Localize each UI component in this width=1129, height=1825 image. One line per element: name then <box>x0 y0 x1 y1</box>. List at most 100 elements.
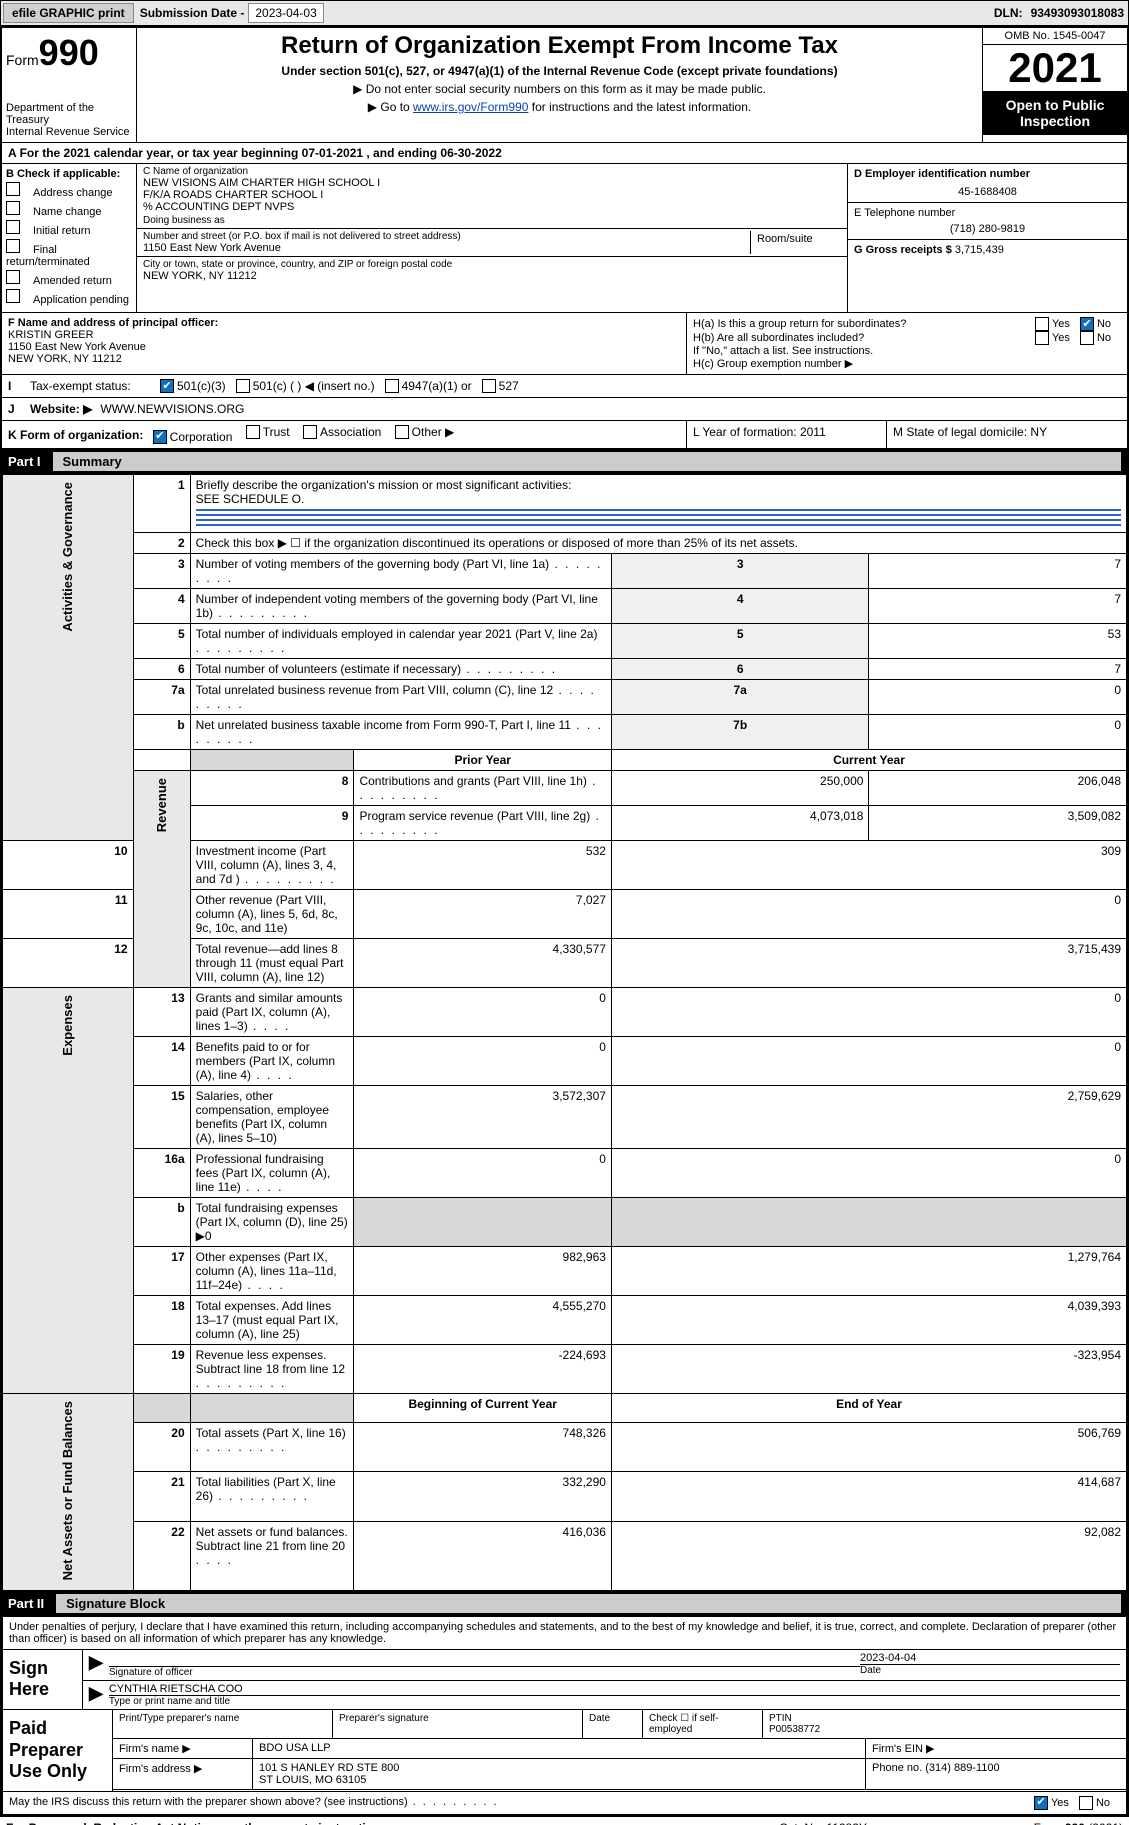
side-netassets: Net Assets or Fund Balances <box>60 1397 75 1584</box>
desc: Total assets (Part X, line 16) <box>190 1423 354 1472</box>
gross-receipts: 3,715,439 <box>955 244 1004 256</box>
box: 7b <box>611 714 869 749</box>
ein-value: 45-1688408 <box>854 186 1121 198</box>
check-initial-return[interactable] <box>6 220 20 234</box>
ha-yes[interactable] <box>1035 317 1049 331</box>
irs-link[interactable]: www.irs.gov/Form990 <box>413 100 528 114</box>
sig-officer-lbl: Signature of officer <box>109 1666 860 1678</box>
hc-label: H(c) Group exemption number ▶ <box>693 357 1121 370</box>
dln-value: 93493093018083 <box>1027 6 1128 20</box>
page-footer: For Paperwork Reduction Act Notice, see … <box>0 1817 1129 1825</box>
discuss-no[interactable] <box>1079 1796 1093 1810</box>
officer-addr1: 1150 East New York Avenue <box>8 341 680 353</box>
side-expenses: Expenses <box>60 991 75 1060</box>
footer-left: For Paperwork Reduction Act Notice, see … <box>6 1821 723 1825</box>
firm-addr1: 101 S HANLEY RD STE 800 <box>259 1762 859 1774</box>
curr: 1,279,764 <box>611 1246 1126 1295</box>
header-left: Form990 Department of the Treasury Inter… <box>2 28 137 142</box>
hb-label: H(b) Are all subordinates included? <box>693 332 1035 344</box>
firm-addr-lbl: Firm's address ▶ <box>113 1759 253 1789</box>
i-label: Tax-exempt status: <box>30 379 160 393</box>
org-address: 1150 East New York Avenue <box>143 242 750 254</box>
col-eoy: End of Year <box>611 1393 1126 1423</box>
l1-desc: Briefly describe the organization's miss… <box>196 478 1121 492</box>
desc: Benefits paid to or for members (Part IX… <box>190 1036 354 1085</box>
desc: Total fundraising expenses (Part IX, col… <box>190 1197 354 1246</box>
section-b-block: B Check if applicable: Address change Na… <box>2 164 1127 313</box>
prior <box>354 1197 612 1246</box>
side-activities: Activities & Governance <box>60 478 75 636</box>
no-lbl: No <box>1097 318 1111 330</box>
open-inspection: Open to Public Inspection <box>983 91 1127 135</box>
org-city: NEW YORK, NY 11212 <box>143 270 841 282</box>
chk-501c3[interactable]: ✔ <box>160 379 174 393</box>
lbl-trust: Trust <box>263 425 290 439</box>
prior: 4,330,577 <box>354 938 612 987</box>
eoy: 414,687 <box>611 1472 1126 1521</box>
chk-assoc[interactable] <box>303 425 317 439</box>
row-4: 4Number of independent voting members of… <box>3 588 1127 623</box>
part2-num: Part II <box>8 1596 56 1611</box>
val: 0 <box>869 714 1127 749</box>
desc: Professional fundraising fees (Part IX, … <box>190 1148 354 1197</box>
form-note2: ▶ Go to www.irs.gov/Form990 for instruct… <box>145 100 974 114</box>
col-boy: Beginning of Current Year <box>354 1393 612 1423</box>
dba-label: Doing business as <box>143 215 841 226</box>
form-subtitle: Under section 501(c), 527, or 4947(a)(1)… <box>145 64 974 78</box>
chk-501c[interactable] <box>236 379 250 393</box>
chk-other[interactable] <box>395 425 409 439</box>
chk-corp[interactable]: ✔ <box>153 430 167 444</box>
prep-date-lbl: Date <box>583 1710 643 1738</box>
l-year-formation: L Year of formation: 2011 <box>687 421 887 448</box>
col-curr: Current Year <box>611 749 1126 770</box>
g-label: G Gross receipts $ <box>854 244 955 256</box>
desc: Net assets or fund balances. Subtract li… <box>190 1521 354 1590</box>
lbl-501c3: 501(c)(3) <box>177 379 226 393</box>
check-address-change[interactable] <box>6 182 20 196</box>
prior: 982,963 <box>354 1246 612 1295</box>
submission-date: 2023-04-03 <box>248 3 323 23</box>
prior: 3,572,307 <box>354 1085 612 1148</box>
part2-header: Part II Signature Block <box>2 1591 1127 1616</box>
box: 6 <box>611 658 869 679</box>
prior: 7,027 <box>354 889 612 938</box>
discuss-yes[interactable]: ✔ <box>1034 1796 1048 1810</box>
hb-no[interactable] <box>1080 331 1094 345</box>
line-a: A For the 2021 calendar year, or tax yea… <box>2 143 1127 164</box>
check-name-change[interactable] <box>6 201 20 215</box>
form-body: Form990 Department of the Treasury Inter… <box>0 26 1129 1817</box>
val: 53 <box>869 623 1127 658</box>
curr: -323,954 <box>611 1344 1126 1393</box>
prior: 0 <box>354 987 612 1036</box>
tax-year: 2021 <box>983 45 1127 91</box>
check-final-return[interactable] <box>6 239 20 253</box>
f-label: F Name and address of principal officer: <box>8 317 680 329</box>
org-name1: NEW VISIONS AIM CHARTER HIGH SCHOOL I <box>143 177 841 189</box>
curr: 0 <box>611 987 1126 1036</box>
yes-lbl3: Yes <box>1051 1797 1069 1809</box>
val: 7 <box>869 588 1127 623</box>
chk-trust[interactable] <box>246 425 260 439</box>
prep-name-lbl: Print/Type preparer's name <box>113 1710 333 1738</box>
lbl-name-change: Name change <box>33 206 102 218</box>
hb-yes[interactable] <box>1035 331 1049 345</box>
form-label: Form <box>6 52 39 68</box>
chk-4947[interactable] <box>385 379 399 393</box>
ha-no[interactable]: ✔ <box>1080 317 1094 331</box>
part1-table: Activities & Governance 1 Briefly descri… <box>2 474 1127 1591</box>
prior: 4,073,018 <box>611 805 869 840</box>
desc: Total number of volunteers (estimate if … <box>190 658 611 679</box>
sig-date-lbl: Date <box>860 1664 1120 1676</box>
curr: 0 <box>611 1148 1126 1197</box>
prior: 0 <box>354 1036 612 1085</box>
chk-527[interactable] <box>482 379 496 393</box>
efile-print-button[interactable]: efile GRAPHIC print <box>3 3 134 23</box>
check-app-pending[interactable] <box>6 289 20 303</box>
part1-num: Part I <box>8 454 53 469</box>
section-k: K Form of organization: ✔Corporation Tru… <box>2 421 1127 449</box>
form-header: Form990 Department of the Treasury Inter… <box>2 28 1127 143</box>
boy: 416,036 <box>354 1521 612 1590</box>
val: 0 <box>869 679 1127 714</box>
dept-treasury: Department of the Treasury <box>6 102 132 126</box>
check-amended[interactable] <box>6 270 20 284</box>
